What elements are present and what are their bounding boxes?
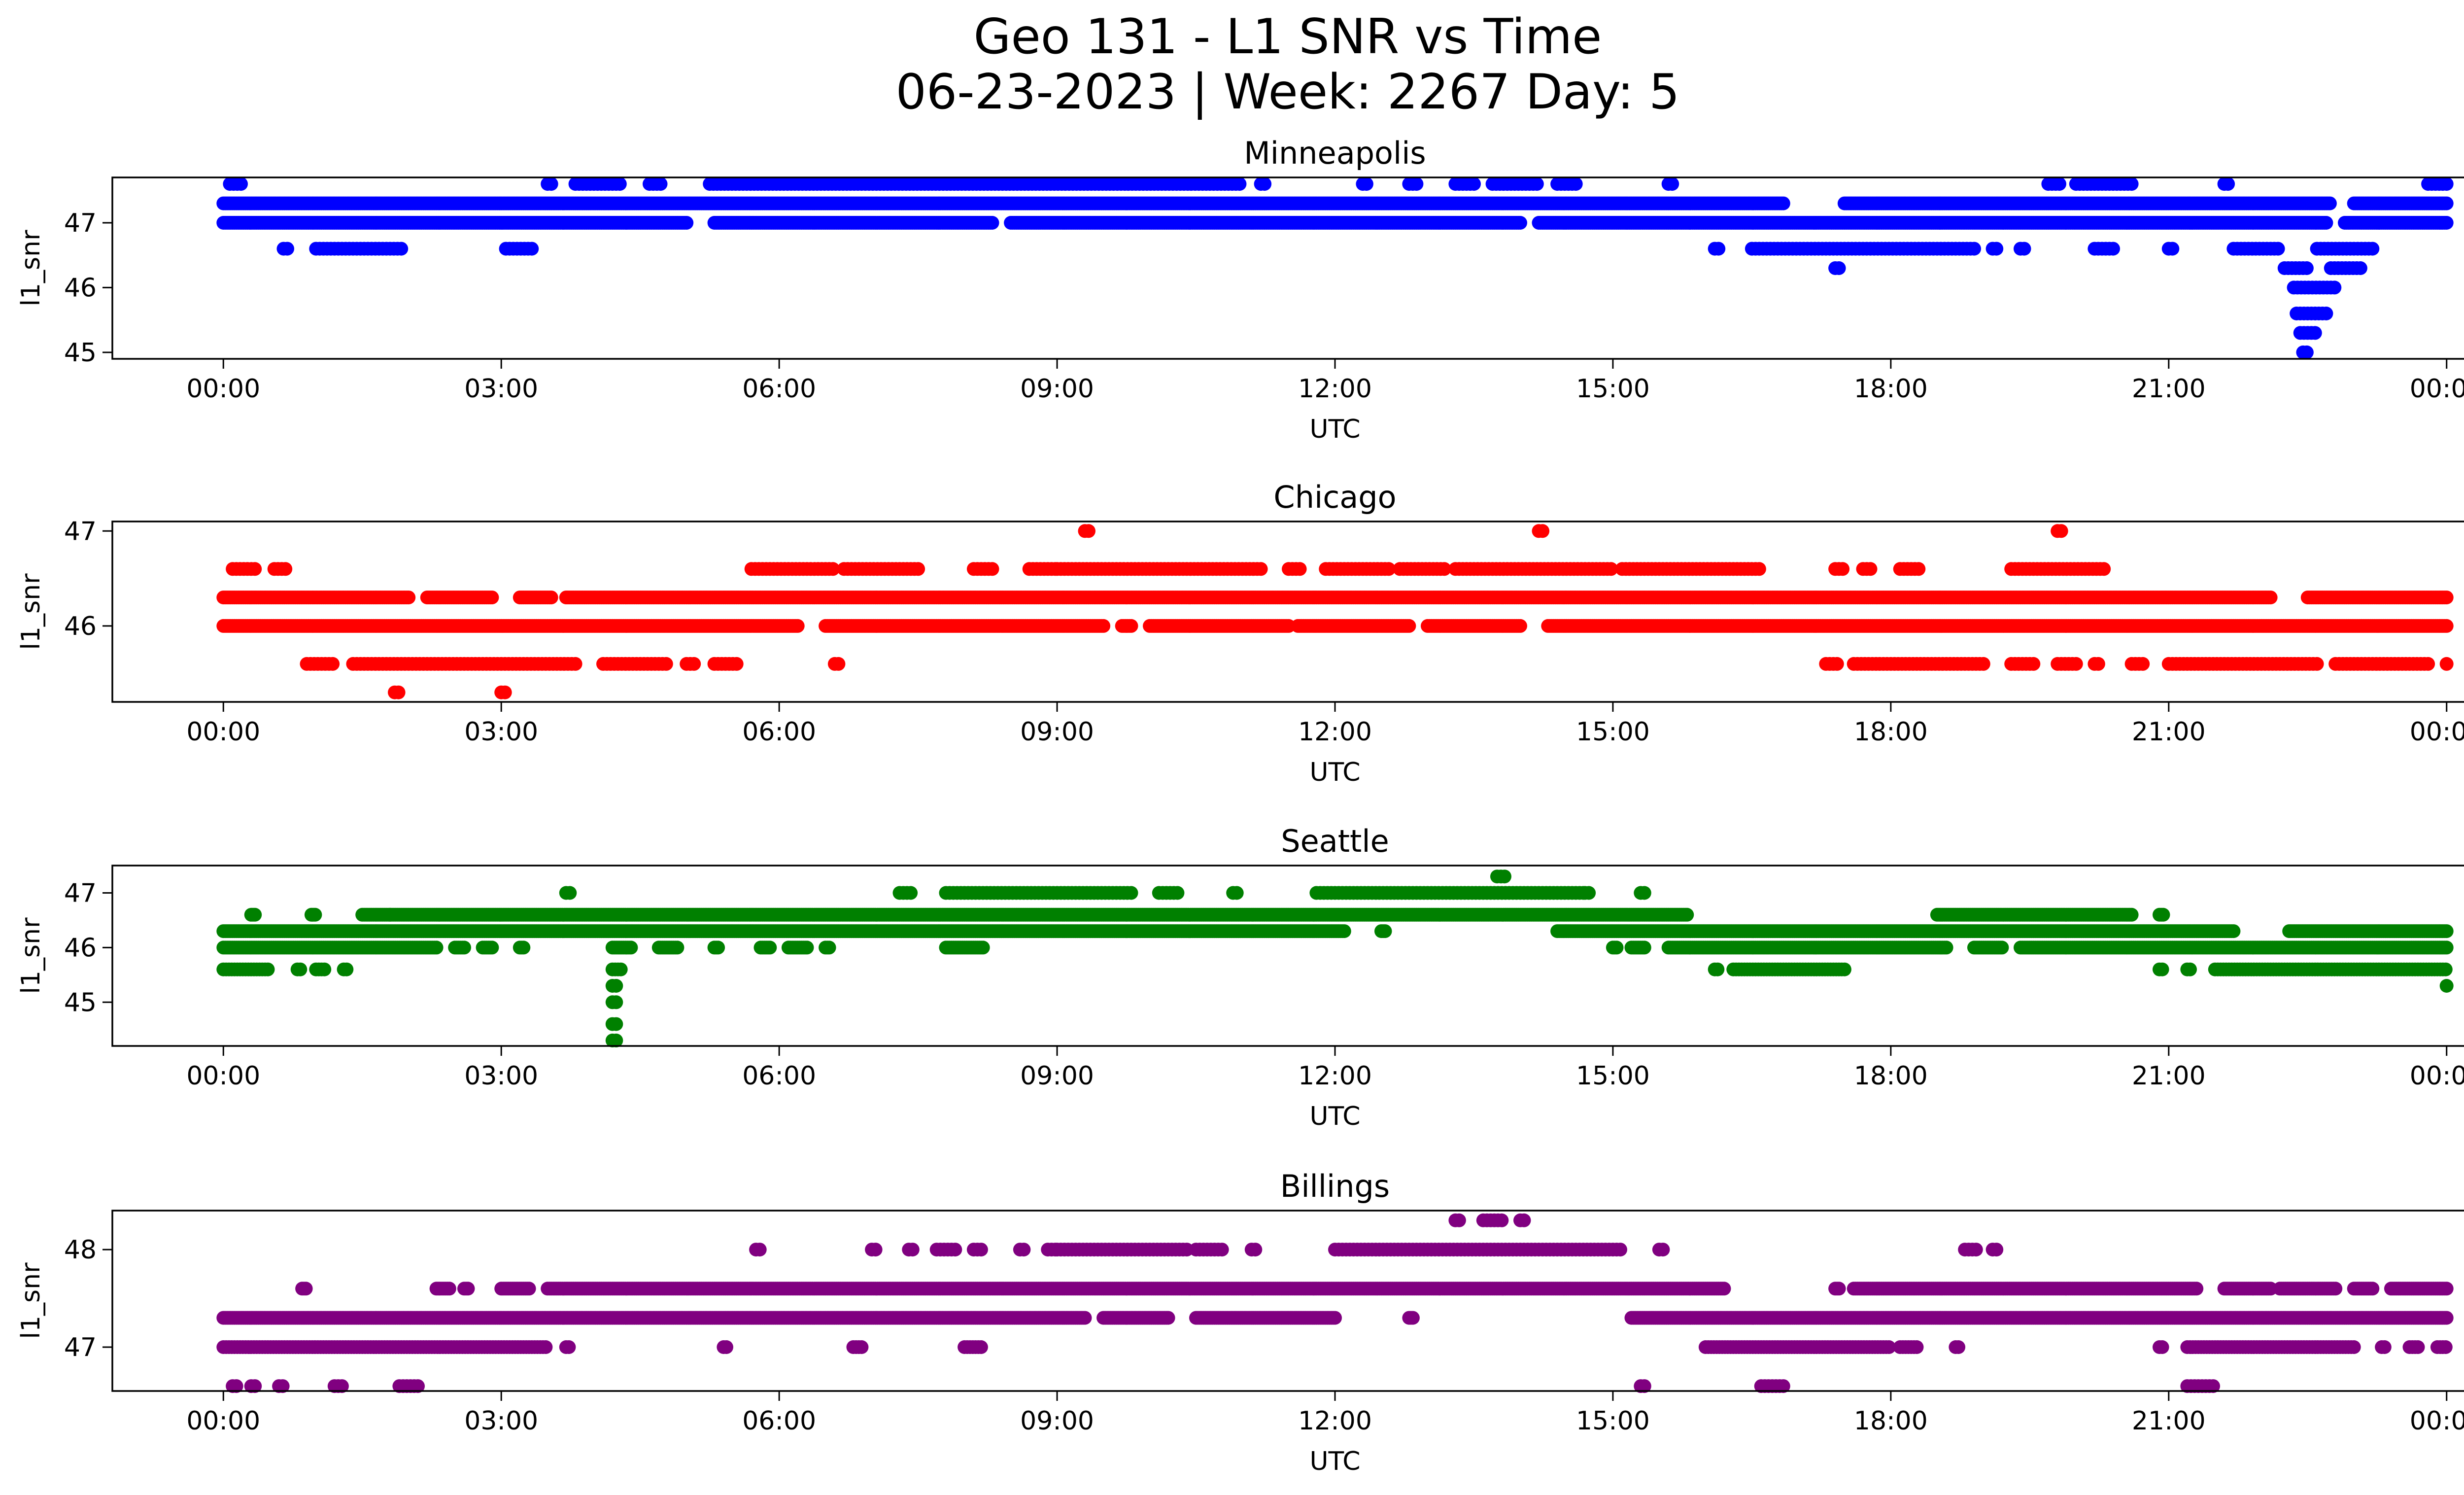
data-point <box>544 591 558 605</box>
data-point <box>1254 562 1268 576</box>
figure-title-line2: 06-23-2023 | Week: 2267 Day: 5 <box>895 64 1680 120</box>
figure-title-line1: Geo 131 - L1 SNR vs Time <box>973 9 1602 65</box>
data-point <box>2097 562 2111 576</box>
data-point <box>2327 280 2342 295</box>
data-point <box>2319 216 2333 230</box>
data-point <box>2439 591 2454 605</box>
data-point <box>1665 177 1679 191</box>
data-point <box>2319 307 2333 320</box>
data-point <box>485 591 499 605</box>
data-point <box>2054 524 2068 538</box>
x-tick-label: 18:00 <box>1854 374 1928 404</box>
data-point <box>2439 177 2454 191</box>
data-points <box>216 524 2454 699</box>
data-point <box>1536 524 1550 538</box>
data-point <box>2365 242 2380 256</box>
data-point <box>1836 562 1850 576</box>
data-point <box>2439 216 2454 230</box>
data-point <box>525 242 539 256</box>
data-point <box>234 177 248 191</box>
subplot-title: Minneapolis <box>1244 135 1426 171</box>
data-point <box>1569 177 1583 191</box>
y-tick-label: 46 <box>64 273 97 303</box>
data-point <box>1832 261 1846 275</box>
data-point <box>911 562 925 576</box>
data-point <box>248 562 262 576</box>
x-tick-label: 15:00 <box>1576 374 1650 404</box>
figure-title: Geo 131 - L1 SNR vs Time 06-23-2023 | We… <box>0 9 2464 120</box>
data-point <box>1513 619 1527 633</box>
data-point <box>1711 242 1726 256</box>
subplot-minneapolis: 00:00 03:00 06:00 09:00 12:00 15:00 18:00 21:00… <box>16 135 2464 444</box>
x-tick-label: 12:00 <box>1298 374 1372 404</box>
data-point <box>1293 562 1307 576</box>
data-points <box>216 177 2454 359</box>
data-point <box>2221 177 2235 191</box>
data-point <box>1967 242 1981 256</box>
y-tick-label: 45 <box>64 338 97 368</box>
x-tick-label: 00:00 <box>186 374 260 404</box>
data-point <box>1258 177 1272 191</box>
x-tick-label: 03:00 <box>464 374 538 404</box>
data-point <box>1863 562 1878 576</box>
data-point <box>1989 242 2004 256</box>
data-point <box>402 591 416 605</box>
data-point <box>2299 345 2314 359</box>
data-point <box>1776 196 1790 210</box>
data-point <box>1752 562 1766 576</box>
data-point <box>2017 242 2031 256</box>
data-point <box>985 562 999 576</box>
data-point <box>394 242 409 256</box>
x-axis-label: UTC <box>1309 415 1360 444</box>
x-tick-label: 09:00 <box>1020 374 1094 404</box>
data-point <box>1467 177 1481 191</box>
data-point <box>2263 591 2278 605</box>
data-point <box>2439 196 2454 210</box>
data-point <box>2308 326 2322 340</box>
data-point <box>2106 242 2120 256</box>
data-point <box>985 216 999 230</box>
subplot-chicago: 00:00 03:00 06:00 09:00 12:00 15:00 18:00 21:00… <box>16 479 2464 787</box>
data-point <box>1082 524 1095 538</box>
x-tick-label: 21:00 <box>2132 374 2206 404</box>
data-point <box>2323 196 2337 210</box>
data-point <box>653 177 668 191</box>
data-point <box>1912 562 1926 576</box>
data-point <box>1096 619 1111 633</box>
data-point <box>1402 619 1416 633</box>
x-tick-label: 00:00 <box>2410 374 2464 404</box>
y-tick-label: 47 <box>64 209 97 238</box>
data-point <box>2299 261 2314 275</box>
data-point <box>1409 177 1424 191</box>
data-point <box>790 619 805 633</box>
data-point <box>1232 177 1247 191</box>
data-point <box>613 177 627 191</box>
data-point <box>2124 177 2139 191</box>
data-point <box>2271 242 2285 256</box>
y-axis-label: l1_snr <box>16 230 46 307</box>
data-point <box>544 177 558 191</box>
data-point <box>1124 619 1138 633</box>
data-point <box>2053 177 2066 191</box>
data-point <box>1513 216 1527 230</box>
data-point <box>2165 242 2180 256</box>
data-point <box>278 562 293 576</box>
data-point <box>1530 177 1544 191</box>
data-point <box>1359 177 1373 191</box>
x-tick-label: 06:00 <box>742 374 816 404</box>
data-point <box>680 216 694 230</box>
data-point <box>280 242 294 256</box>
data-point <box>2353 261 2367 275</box>
